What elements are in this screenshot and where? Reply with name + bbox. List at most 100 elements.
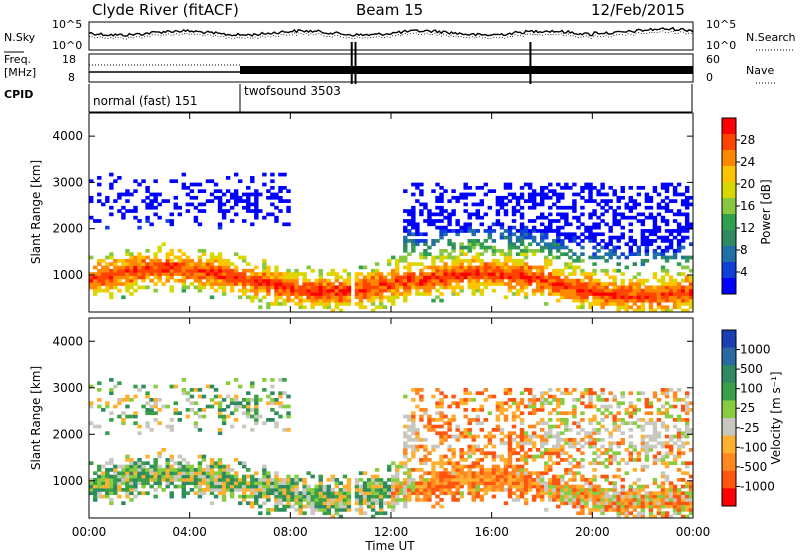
power-cell [221, 209, 227, 213]
velocity-cell [145, 481, 150, 486]
power-cell [556, 275, 561, 280]
velocity-cell [105, 461, 110, 466]
velocity-cell [588, 508, 593, 512]
power-cell [644, 215, 650, 220]
velocity-cell [137, 471, 142, 476]
velocity-cell [596, 501, 601, 506]
velocity-cell [455, 461, 460, 466]
velocity-cell [487, 394, 493, 399]
velocity-cell [97, 404, 102, 409]
power-cell [233, 252, 239, 257]
velocity-cell [302, 488, 307, 492]
power-cell [153, 275, 158, 280]
power-cell [656, 285, 662, 290]
velocity-cell [169, 494, 174, 499]
velocity-cell [266, 498, 271, 502]
velocity-cell [459, 398, 464, 402]
power-cell [483, 245, 489, 250]
velocity-cell [535, 484, 541, 489]
power-cell [656, 202, 662, 207]
velocity-cell [684, 504, 690, 509]
velocity-cell [298, 491, 303, 496]
velocity-cell [519, 494, 525, 499]
power-cell [672, 302, 678, 306]
power-cell [592, 298, 597, 303]
power-cell [688, 275, 694, 280]
velocity-cell [447, 488, 452, 492]
velocity-cell [608, 448, 613, 452]
power-cell [539, 235, 545, 240]
power-cell [588, 239, 593, 243]
velocity-cell [129, 491, 134, 496]
velocity-cell [531, 424, 537, 429]
power-cell [217, 272, 223, 276]
power-cell [640, 262, 646, 266]
power-cell [664, 288, 670, 293]
power-cell [431, 282, 436, 286]
velocity-cell [600, 424, 605, 429]
power-cell [668, 282, 674, 286]
power-cell [600, 185, 605, 190]
power-cell [431, 262, 436, 266]
power-cell [564, 205, 569, 210]
velocity-cell [600, 491, 605, 496]
power-cell [552, 278, 557, 283]
velocity-cell [439, 474, 444, 479]
velocity-cell [632, 498, 638, 502]
velocity-cell [274, 474, 279, 479]
power-cell [221, 288, 227, 293]
power-cell [624, 305, 629, 310]
power-cell [491, 282, 497, 286]
power-cell [660, 275, 666, 280]
power-cell [527, 235, 533, 240]
power-cell [415, 275, 420, 280]
velocity-cell [386, 464, 392, 469]
power-cell [346, 278, 352, 283]
velocity-cell [431, 418, 436, 422]
velocity-cell [495, 408, 501, 412]
power-cell [209, 295, 215, 300]
velocity-cell [624, 498, 629, 502]
power-cell [125, 252, 130, 257]
velocity-cell [217, 404, 223, 409]
velocity-cell [423, 458, 428, 462]
velocity-cell [568, 428, 573, 432]
velocity-cell [274, 498, 279, 502]
power-cell [403, 295, 408, 300]
velocity-cell [475, 434, 480, 439]
velocity-cell [475, 448, 480, 452]
power-cell [471, 272, 476, 276]
power-cell [503, 268, 509, 273]
velocity-cell [169, 424, 174, 429]
power-cell [330, 292, 336, 296]
velocity-cell [495, 428, 501, 432]
velocity-cell [378, 498, 384, 502]
power-cell [137, 268, 142, 273]
velocity-cell [217, 401, 223, 406]
velocity-cell [310, 474, 315, 479]
power-cell [580, 292, 585, 296]
power-cell [535, 242, 541, 247]
power-cell [209, 282, 215, 286]
velocity-cell [560, 478, 565, 482]
velocity-cell [262, 468, 267, 472]
velocity-cell [237, 501, 243, 506]
velocity-cell [463, 391, 468, 396]
power-cell [322, 305, 327, 310]
velocity-cell [133, 494, 138, 499]
power-cell [209, 262, 215, 266]
velocity-cell [358, 504, 364, 509]
power-cell [560, 288, 565, 293]
power-cell [507, 235, 513, 240]
velocity-cell [656, 408, 662, 412]
power-cell [266, 268, 271, 273]
power-cell [503, 229, 509, 233]
power-cell [640, 229, 646, 233]
power-cell [201, 262, 207, 266]
power-cell [487, 205, 493, 210]
power-cell [411, 205, 416, 210]
velocity-cell [580, 394, 585, 399]
power-cell [479, 272, 485, 276]
velocity-cell [451, 394, 456, 399]
